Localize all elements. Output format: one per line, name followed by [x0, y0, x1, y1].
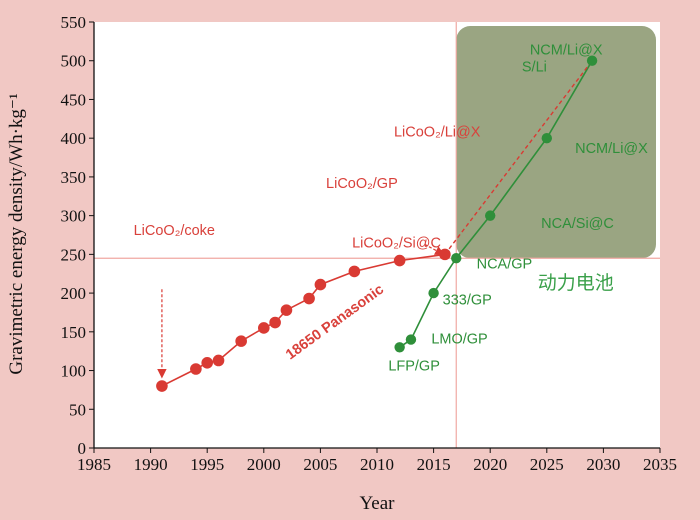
y-tick-label: 350 — [61, 168, 87, 187]
red-data-point — [269, 316, 281, 329]
x-tick-label: 2010 — [360, 455, 394, 474]
green-data-point — [428, 287, 439, 299]
red-data-point — [348, 265, 361, 278]
y-axis-label: Gravimetric energy density/Wh·kg⁻¹ — [6, 93, 27, 375]
annotation-label: LiCoO₂/Si@C — [352, 235, 441, 251]
y-tick-label: 400 — [61, 129, 87, 148]
x-axis-ticks: 1985 1990 1995 2000 2005 2010 2015 2020 2025 2030… — [77, 448, 677, 474]
y-tick-label: 300 — [61, 207, 87, 226]
x-tick-label: 2005 — [303, 455, 337, 474]
red-data-point — [190, 363, 202, 375]
green-data-point — [541, 132, 552, 144]
y-tick-label: 450 — [61, 90, 87, 109]
dashed-projection-line — [444, 60, 593, 255]
y-tick-label: 500 — [61, 52, 87, 71]
y-tick-label: 250 — [61, 245, 87, 264]
y-tick-label: 100 — [61, 362, 87, 381]
dashed-arrow-si-c — [424, 243, 445, 256]
annotation-label: NCA/GP — [477, 256, 533, 272]
data-points — [156, 55, 598, 392]
green-data-point — [405, 334, 417, 345]
green-data-point — [451, 253, 462, 264]
annotation-label: LiCoO₂/Li@X — [394, 125, 481, 141]
x-tick-label: 2015 — [417, 455, 451, 474]
red-data-point — [303, 292, 315, 305]
x-axis-label: Year — [359, 493, 395, 514]
x-tick-label: 1990 — [134, 455, 168, 474]
red-data-point — [439, 248, 451, 261]
annotation-label: NCM/Li@X — [575, 141, 648, 157]
red-data-point — [258, 322, 270, 334]
highlight-region — [456, 26, 656, 259]
y-tick-label: 50 — [69, 400, 86, 419]
x-tick-label: 2030 — [586, 455, 620, 474]
annotation-label: NCA/Si@C — [541, 216, 614, 232]
y-tick-label: 550 — [61, 13, 87, 32]
y-tick-label: 200 — [61, 284, 87, 303]
red-data-point — [314, 278, 327, 291]
green-data-point — [485, 210, 496, 221]
annotation-label: 333/GP — [443, 293, 492, 309]
red-data-point — [156, 380, 168, 392]
annotation-label: S/Li — [522, 60, 547, 76]
y-tick-label: 0 — [78, 439, 87, 458]
red-data-point — [201, 357, 213, 369]
annotation-label: LFP/GP — [388, 359, 440, 375]
annotation-label: NCM/Li@X — [530, 43, 603, 59]
red-data-point — [280, 304, 293, 316]
x-tick-label: 2000 — [247, 455, 281, 474]
green-data-point — [394, 342, 405, 353]
annotation-label: LiCoO₂/GP — [326, 176, 398, 192]
y-tick-label: 150 — [61, 323, 87, 342]
annotation-label: LiCoO₂/coke — [134, 223, 215, 239]
x-tick-label: 2035 — [643, 455, 677, 474]
red-data-point — [235, 335, 247, 347]
green-data-point — [586, 55, 598, 66]
x-tick-label: 1985 — [77, 455, 111, 474]
x-tick-label: 1995 — [190, 455, 224, 474]
red-data-point — [212, 354, 225, 367]
x-tick-label: 2020 — [473, 455, 507, 474]
annotation-label: 动力电池 — [538, 272, 614, 294]
red-data-point — [393, 254, 406, 267]
annotation-arrows — [157, 60, 593, 379]
y-axis-ticks: 0 50 100 150 200 250 300 350 400 450 500 550 — [61, 13, 94, 458]
annotation-label: LMO/GP — [431, 331, 487, 347]
x-tick-label: 2025 — [530, 455, 564, 474]
